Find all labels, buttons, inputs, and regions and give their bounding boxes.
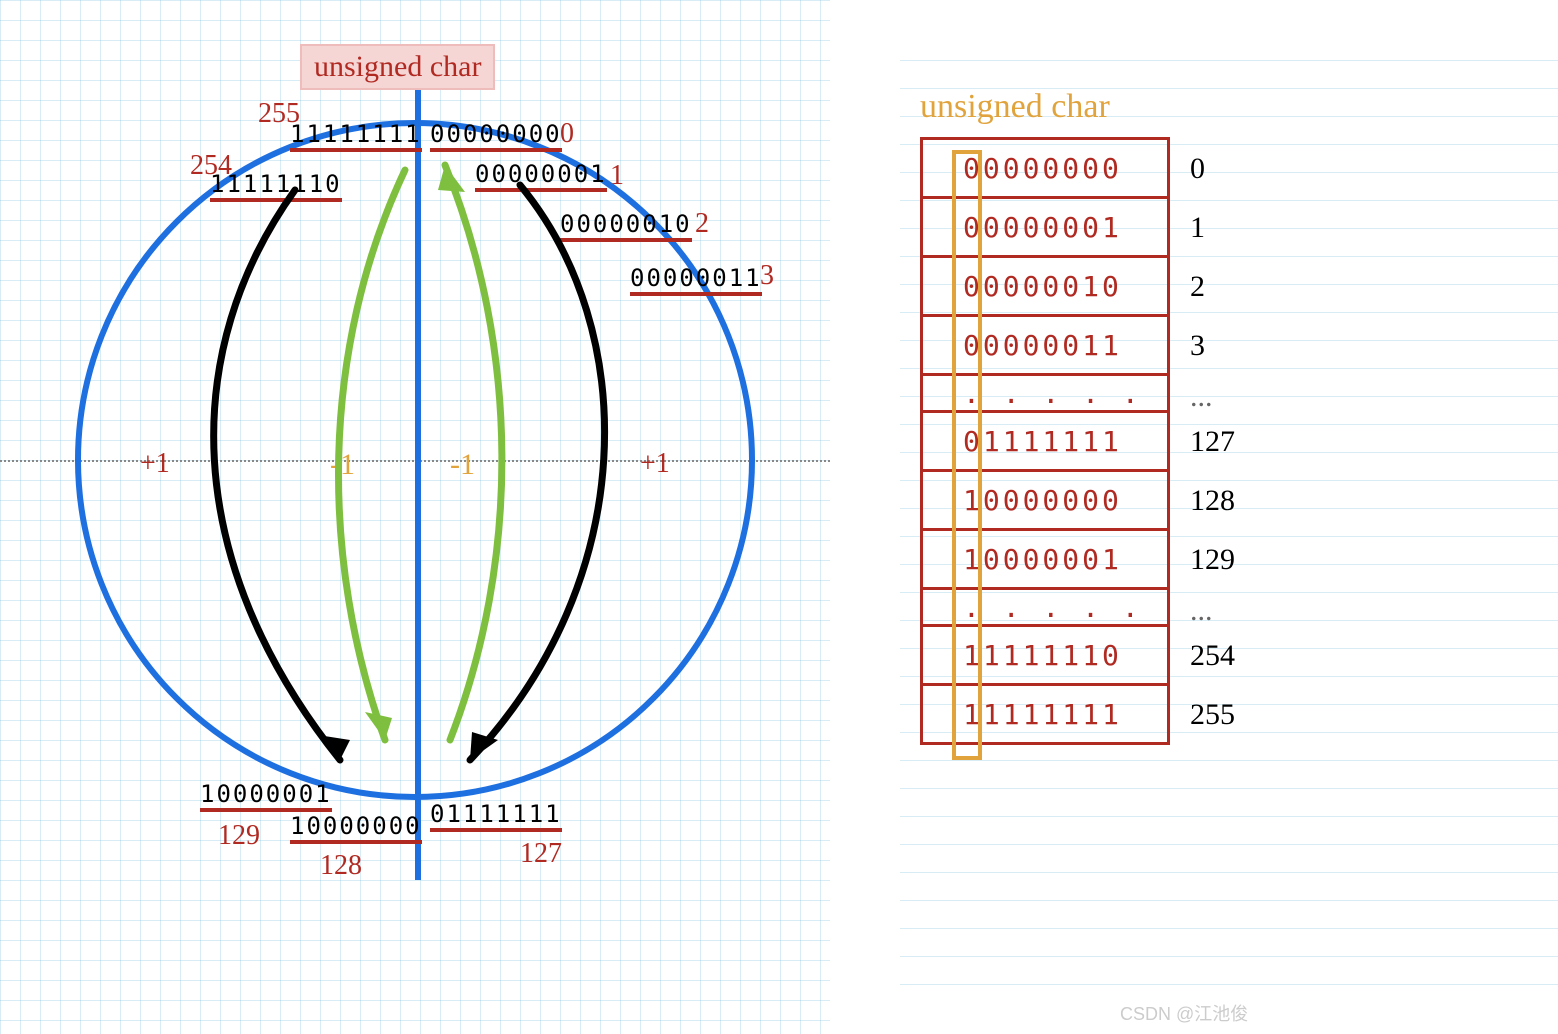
ring-val-3: 3 — [760, 260, 774, 292]
table-value: 0 — [1190, 152, 1205, 186]
ring-bin-4: 01111111 — [430, 800, 562, 832]
ring-val-1: 1 — [610, 160, 624, 192]
table-value: 1 — [1190, 211, 1205, 245]
minus-one-left: -1 — [330, 448, 355, 482]
right-title: unsigned char — [920, 88, 1110, 126]
watermark: CSDN @江池俊 — [1120, 1000, 1248, 1026]
ring-bin-5: 10000000 — [290, 812, 422, 844]
table-value: 127 — [1190, 425, 1235, 459]
table-ellipsis: ... — [1190, 594, 1213, 628]
vertical-axis — [415, 44, 421, 880]
ring-val-6: 129 — [218, 820, 260, 852]
minus-one-right: -1 — [450, 448, 475, 482]
ring-bin-3: 00000011 — [630, 264, 762, 296]
ring-val-8: 255 — [258, 98, 300, 130]
left-title-text: unsigned char — [314, 50, 481, 83]
table-value: 3 — [1190, 329, 1205, 363]
ring-bin-2: 00000010 — [560, 210, 692, 242]
plus-one-right: +1 — [640, 448, 670, 480]
ring-val-7: 254 — [190, 150, 232, 182]
ring-val-2: 2 — [695, 208, 709, 240]
ring-bin-1: 00000001 — [475, 160, 607, 192]
table-value: 128 — [1190, 484, 1235, 518]
ring-bin-0: 00000000 — [430, 120, 562, 152]
table-value: 129 — [1190, 543, 1235, 577]
table-value: 255 — [1190, 698, 1235, 732]
table-value: 254 — [1190, 639, 1235, 673]
ring-val-5: 128 — [320, 850, 362, 882]
table-value: 2 — [1190, 270, 1205, 304]
ring-val-4: 127 — [520, 838, 562, 870]
ring-val-0: 0 — [560, 118, 574, 150]
ring-bin-6: 10000001 — [200, 780, 332, 812]
table-ellipsis: ... — [1190, 380, 1213, 414]
ring-bin-8: 11111111 — [290, 120, 422, 152]
sign-bit-highlight — [952, 150, 982, 760]
left-title: unsigned char — [300, 44, 495, 90]
plus-one-left: +1 — [140, 448, 170, 480]
